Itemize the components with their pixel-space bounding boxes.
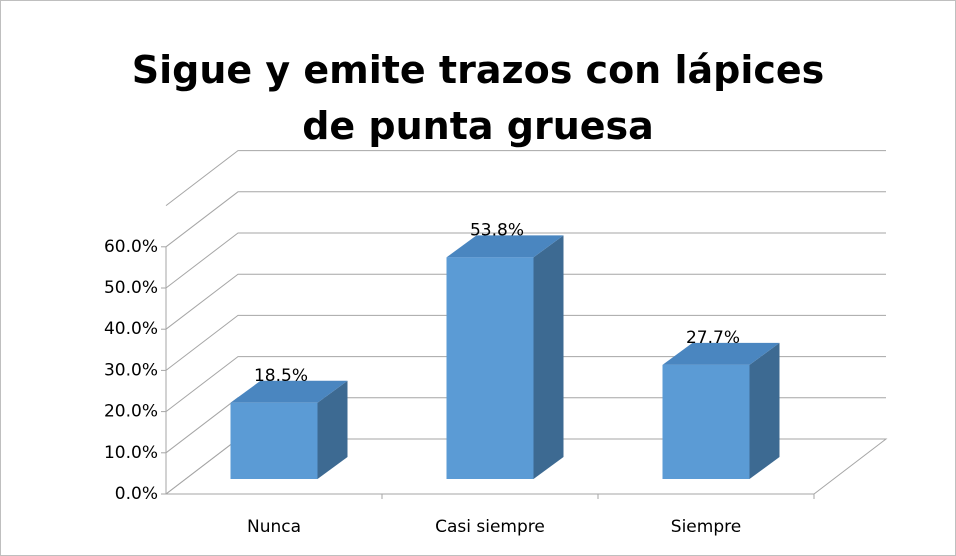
grid-line <box>165 232 886 289</box>
data-label: 27.7% <box>686 328 740 348</box>
bar-front <box>230 402 318 479</box>
bar-side <box>749 342 780 479</box>
data-label: 18.5% <box>254 366 308 386</box>
bar-front <box>662 364 750 479</box>
bar-front <box>446 257 534 479</box>
y-tick-label: 0.0% <box>115 484 158 504</box>
back-wall-top <box>165 150 886 206</box>
bar-side <box>317 380 348 479</box>
x-tick-label: Siempre <box>671 517 741 537</box>
bar-top <box>662 342 780 365</box>
y-tick-label: 10.0% <box>104 443 158 463</box>
grid-line <box>165 191 886 248</box>
grid-line <box>165 356 886 412</box>
y-tick-label: 60.0% <box>104 237 158 257</box>
chart-title: Sigue y emite trazos con lápices de punt… <box>131 48 825 148</box>
bar <box>662 342 780 479</box>
x-tick-label: Casi siempre <box>435 517 545 537</box>
y-tick-label: 30.0% <box>104 360 158 380</box>
y-tick-label: 40.0% <box>104 319 158 339</box>
bar-top <box>230 380 348 403</box>
grid-line <box>165 273 886 330</box>
x-tick-label: Nunca <box>247 517 301 537</box>
y-tick-label: 50.0% <box>104 278 158 298</box>
y-tick-label: 20.0% <box>104 402 158 422</box>
bar <box>230 380 348 479</box>
bar-side <box>533 235 564 479</box>
bar <box>446 235 564 479</box>
grid-line <box>165 314 886 371</box>
data-label: 53.8% <box>470 220 524 240</box>
bar-top <box>446 235 564 258</box>
